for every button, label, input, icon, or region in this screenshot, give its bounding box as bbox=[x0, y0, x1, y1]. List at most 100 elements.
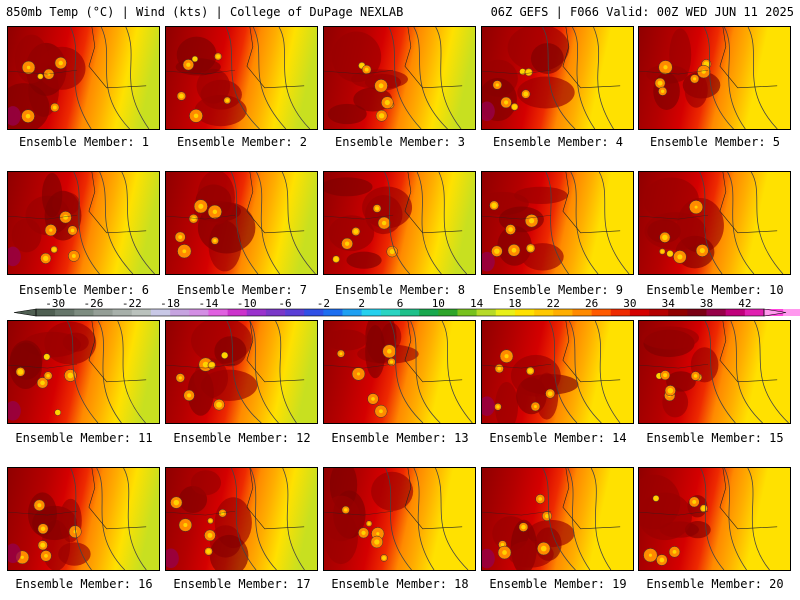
hot-spot-core bbox=[663, 373, 668, 378]
warm-core-region bbox=[527, 519, 575, 548]
contour-line bbox=[123, 468, 147, 570]
hot-spot-core bbox=[216, 54, 221, 59]
contour-line bbox=[750, 172, 784, 274]
colorbar-tick-label: 22 bbox=[546, 297, 560, 310]
colorbar-bin bbox=[400, 309, 420, 316]
colorbar-arrow-left bbox=[13, 308, 37, 317]
colorbar-bin bbox=[304, 309, 324, 316]
contour-line bbox=[570, 172, 599, 274]
ensemble-member-map bbox=[7, 26, 160, 130]
warm-core-region bbox=[517, 76, 575, 109]
contour-line bbox=[700, 468, 725, 570]
hot-spot-core bbox=[371, 397, 375, 401]
hot-spot-core bbox=[672, 549, 677, 554]
hot-spot-core bbox=[701, 69, 706, 74]
contour-line bbox=[593, 27, 614, 129]
hot-spot-core bbox=[70, 228, 75, 233]
contour-line bbox=[594, 321, 621, 423]
state-border bbox=[166, 363, 236, 369]
hot-spot-core bbox=[178, 376, 182, 380]
hot-spot-core bbox=[667, 250, 673, 257]
colorbar-bin bbox=[495, 309, 516, 316]
hot-spot-core bbox=[699, 247, 705, 254]
temperature-colorbar bbox=[0, 296, 800, 318]
hot-spot-core bbox=[187, 393, 192, 398]
state-border bbox=[562, 27, 621, 89]
colorbar-outline bbox=[35, 308, 765, 317]
hot-spot-core bbox=[182, 249, 187, 254]
colorbar-bin bbox=[227, 309, 248, 316]
hot-spot-core bbox=[527, 368, 533, 374]
colorbar-bin bbox=[783, 309, 800, 316]
contour-line bbox=[435, 468, 469, 570]
cool-pocket bbox=[482, 251, 495, 272]
colorbar-bin bbox=[74, 309, 94, 316]
contour-line bbox=[385, 468, 412, 570]
warm-core-region bbox=[684, 521, 711, 539]
hot-spot-core bbox=[540, 545, 547, 552]
contour-line bbox=[249, 321, 279, 423]
cool-pocket bbox=[8, 401, 21, 421]
contour-line bbox=[416, 172, 442, 274]
contour-line bbox=[282, 468, 305, 570]
hot-spot-core bbox=[186, 62, 191, 67]
cool-pocket bbox=[482, 101, 495, 122]
colorbar-bin bbox=[361, 309, 382, 316]
state-border bbox=[166, 69, 236, 75]
colorbar-bin bbox=[380, 309, 401, 316]
ensemble-member-label: Ensemble Member: 14 bbox=[489, 431, 627, 445]
colorbar-tick-label: 14 bbox=[470, 297, 484, 310]
ensemble-member-map bbox=[638, 171, 791, 275]
state-border bbox=[719, 321, 778, 383]
hot-spot-core bbox=[502, 550, 507, 555]
contour-line bbox=[226, 321, 262, 423]
hot-spot-core bbox=[384, 100, 390, 106]
hot-spot-core bbox=[389, 249, 395, 255]
colorbar-tick-label: 38 bbox=[699, 297, 714, 310]
hot-spot-core bbox=[47, 72, 51, 76]
state-border bbox=[562, 172, 621, 234]
warm-core-region bbox=[684, 72, 708, 108]
contour-line bbox=[70, 468, 92, 570]
state-border bbox=[166, 510, 236, 516]
hot-spot-core bbox=[25, 113, 31, 119]
hot-spot-core bbox=[367, 522, 371, 526]
colorbar-bin bbox=[342, 309, 362, 316]
hot-spot-core bbox=[379, 409, 383, 414]
contour-line bbox=[754, 321, 789, 423]
state-border bbox=[639, 69, 709, 75]
contour-line bbox=[70, 27, 92, 129]
colorbar-tick-label: 18 bbox=[508, 297, 522, 310]
ensemble-member-map bbox=[481, 467, 634, 571]
cool-pocket bbox=[8, 106, 21, 126]
colorbar-tick-label: -10 bbox=[236, 297, 257, 310]
hot-spot-core bbox=[40, 542, 46, 548]
colorbar-tick-label: 26 bbox=[584, 297, 599, 310]
hot-spot-core bbox=[657, 80, 663, 86]
state-border bbox=[324, 214, 394, 220]
ensemble-member-label: Ensemble Member: 2 bbox=[176, 135, 308, 149]
ensemble-member-map bbox=[481, 171, 634, 275]
contour-line bbox=[281, 172, 316, 274]
ensemble-member-map bbox=[165, 26, 318, 130]
warm-core-region bbox=[365, 325, 386, 379]
hot-spot-core bbox=[173, 499, 180, 506]
state-border bbox=[404, 321, 463, 383]
warm-core-region bbox=[530, 43, 564, 74]
hot-spot-core bbox=[20, 555, 24, 559]
state-border bbox=[88, 468, 147, 530]
colorbar-bin bbox=[246, 309, 267, 316]
hot-spot-core bbox=[198, 203, 204, 209]
colorbar-bin bbox=[668, 309, 688, 316]
state-border bbox=[8, 214, 78, 220]
state-border bbox=[88, 321, 147, 383]
hot-spot-core bbox=[206, 548, 212, 554]
warm-core-region bbox=[510, 354, 561, 397]
hot-spot-core bbox=[692, 499, 697, 504]
map-title: 850mb Temp (°C) | Wind (kts) | College o… bbox=[6, 5, 404, 19]
hot-spot-core bbox=[49, 228, 53, 232]
contour-line bbox=[100, 27, 130, 129]
ensemble-member-map bbox=[7, 467, 160, 571]
hot-spot-core bbox=[17, 369, 24, 375]
state-border bbox=[166, 214, 236, 220]
